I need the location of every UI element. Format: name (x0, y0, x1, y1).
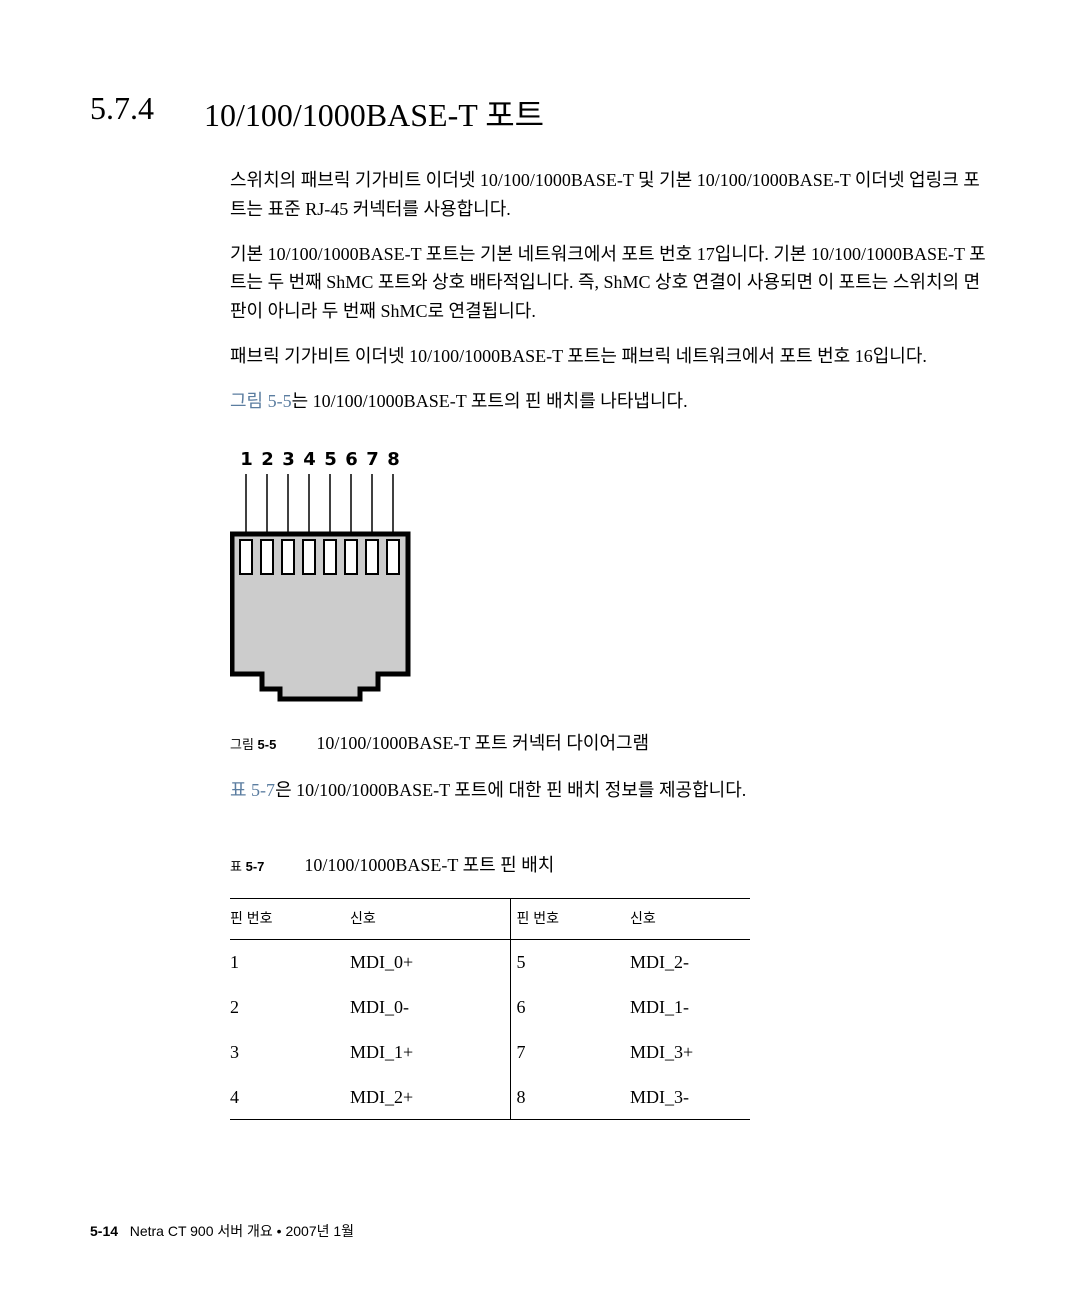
table-caption: 표 5-7 10/100/1000BASE-T 포트 핀 배치 (230, 851, 990, 880)
footer-text: Netra CT 900 서버 개요 • 2007년 1월 (130, 1223, 354, 1239)
figure-caption: 그림 5-5 10/100/1000BASE-T 포트 커넥터 다이어그램 (230, 729, 990, 758)
table-cell-signal: MDI_1- (630, 985, 750, 1030)
section-heading: 5.7.4 10/100/1000BASE-T 포트 (90, 90, 990, 136)
paragraph-4: 그림 5-5는 10/100/1000BASE-T 포트의 핀 배치를 나타냅니… (230, 387, 990, 416)
pin-label-2: 2 (259, 446, 277, 475)
paragraph-3: 패브릭 기가비트 이더넷 10/100/1000BASE-T 포트는 패브릭 네… (230, 342, 990, 371)
pin-label-4: 4 (301, 446, 319, 475)
table-row: 2 MDI_0- 6 MDI_1- (230, 985, 750, 1030)
paragraph-4-rest: 는 10/100/1000BASE-T 포트의 핀 배치를 나타냅니다. (292, 391, 688, 411)
table-cell-signal: MDI_3+ (630, 1030, 750, 1075)
table-header-pin-r: 핀 번호 (510, 898, 630, 939)
figure-caption-text: 10/100/1000BASE-T 포트 커넥터 다이어그램 (316, 729, 649, 758)
figure-block: 1 2 3 4 5 6 7 8 (230, 446, 990, 705)
table-row: 3 MDI_1+ 7 MDI_3+ (230, 1030, 750, 1075)
table-cell-signal: MDI_0+ (350, 940, 510, 985)
table-crossref-link[interactable]: 표 5-7 (230, 780, 275, 800)
table-cell-pin: 8 (510, 1075, 630, 1120)
pin-label-5: 5 (322, 446, 340, 475)
figure-caption-label: 그림 5-5 (230, 735, 276, 756)
page-footer: 5-14 Netra CT 900 서버 개요 • 2007년 1월 (90, 1221, 354, 1241)
table-cell-pin: 4 (230, 1075, 350, 1120)
table-header-pin-l: 핀 번호 (230, 898, 350, 939)
table-cell-signal: MDI_3- (630, 1075, 750, 1120)
pin-label-1: 1 (238, 446, 256, 475)
table-cell-pin: 7 (510, 1030, 630, 1075)
figure-crossref-link[interactable]: 그림 5-5 (230, 391, 292, 411)
rj45-connector-diagram (230, 474, 430, 704)
table-cell-signal: MDI_2- (630, 940, 750, 985)
table-cell-pin: 3 (230, 1030, 350, 1075)
table-caption-prefix: 표 (230, 859, 242, 874)
table-cell-pin: 1 (230, 940, 350, 985)
table-header-signal-l: 신호 (350, 898, 510, 939)
table-header-row: 핀 번호 신호 핀 번호 신호 (230, 898, 750, 939)
table-row: 4 MDI_2+ 8 MDI_3- (230, 1075, 750, 1120)
paragraph-5-rest: 은 10/100/1000BASE-T 포트에 대한 핀 배치 정보를 제공합니… (275, 780, 746, 800)
figure-caption-num: 5-5 (258, 737, 277, 752)
table-header-signal-r: 신호 (630, 898, 750, 939)
paragraph-2: 기본 10/100/1000BASE-T 포트는 기본 네트워크에서 포트 번호… (230, 240, 990, 326)
section-number: 5.7.4 (90, 90, 154, 136)
table-row: 1 MDI_0+ 5 MDI_2- (230, 940, 750, 985)
table-cell-signal: MDI_2+ (350, 1075, 510, 1120)
figure-caption-prefix: 그림 (230, 737, 254, 752)
table-cell-signal: MDI_0- (350, 985, 510, 1030)
page-number: 5-14 (90, 1223, 118, 1239)
table-caption-text: 10/100/1000BASE-T 포트 핀 배치 (304, 851, 554, 880)
table-cell-pin: 5 (510, 940, 630, 985)
table-cell-pin: 2 (230, 985, 350, 1030)
pin-number-labels: 1 2 3 4 5 6 7 8 (238, 446, 990, 475)
content-body: 스위치의 패브릭 기가비트 이더넷 10/100/1000BASE-T 및 기본… (230, 166, 990, 1120)
pin-assignment-table: 핀 번호 신호 핀 번호 신호 1 MDI_0+ 5 MDI_2- 2 MDI_… (230, 898, 750, 1121)
pin-label-6: 6 (343, 446, 361, 475)
pin-label-3: 3 (280, 446, 298, 475)
section-title: 10/100/1000BASE-T 포트 (204, 90, 544, 136)
pin-label-8: 8 (385, 446, 403, 475)
paragraph-1: 스위치의 패브릭 기가비트 이더넷 10/100/1000BASE-T 및 기본… (230, 166, 990, 224)
table-caption-num: 5-7 (246, 859, 265, 874)
table-cell-pin: 6 (510, 985, 630, 1030)
paragraph-5: 표 5-7은 10/100/1000BASE-T 포트에 대한 핀 배치 정보를… (230, 776, 990, 805)
table-cell-signal: MDI_1+ (350, 1030, 510, 1075)
table-caption-label: 표 5-7 (230, 857, 264, 878)
pin-label-7: 7 (364, 446, 382, 475)
